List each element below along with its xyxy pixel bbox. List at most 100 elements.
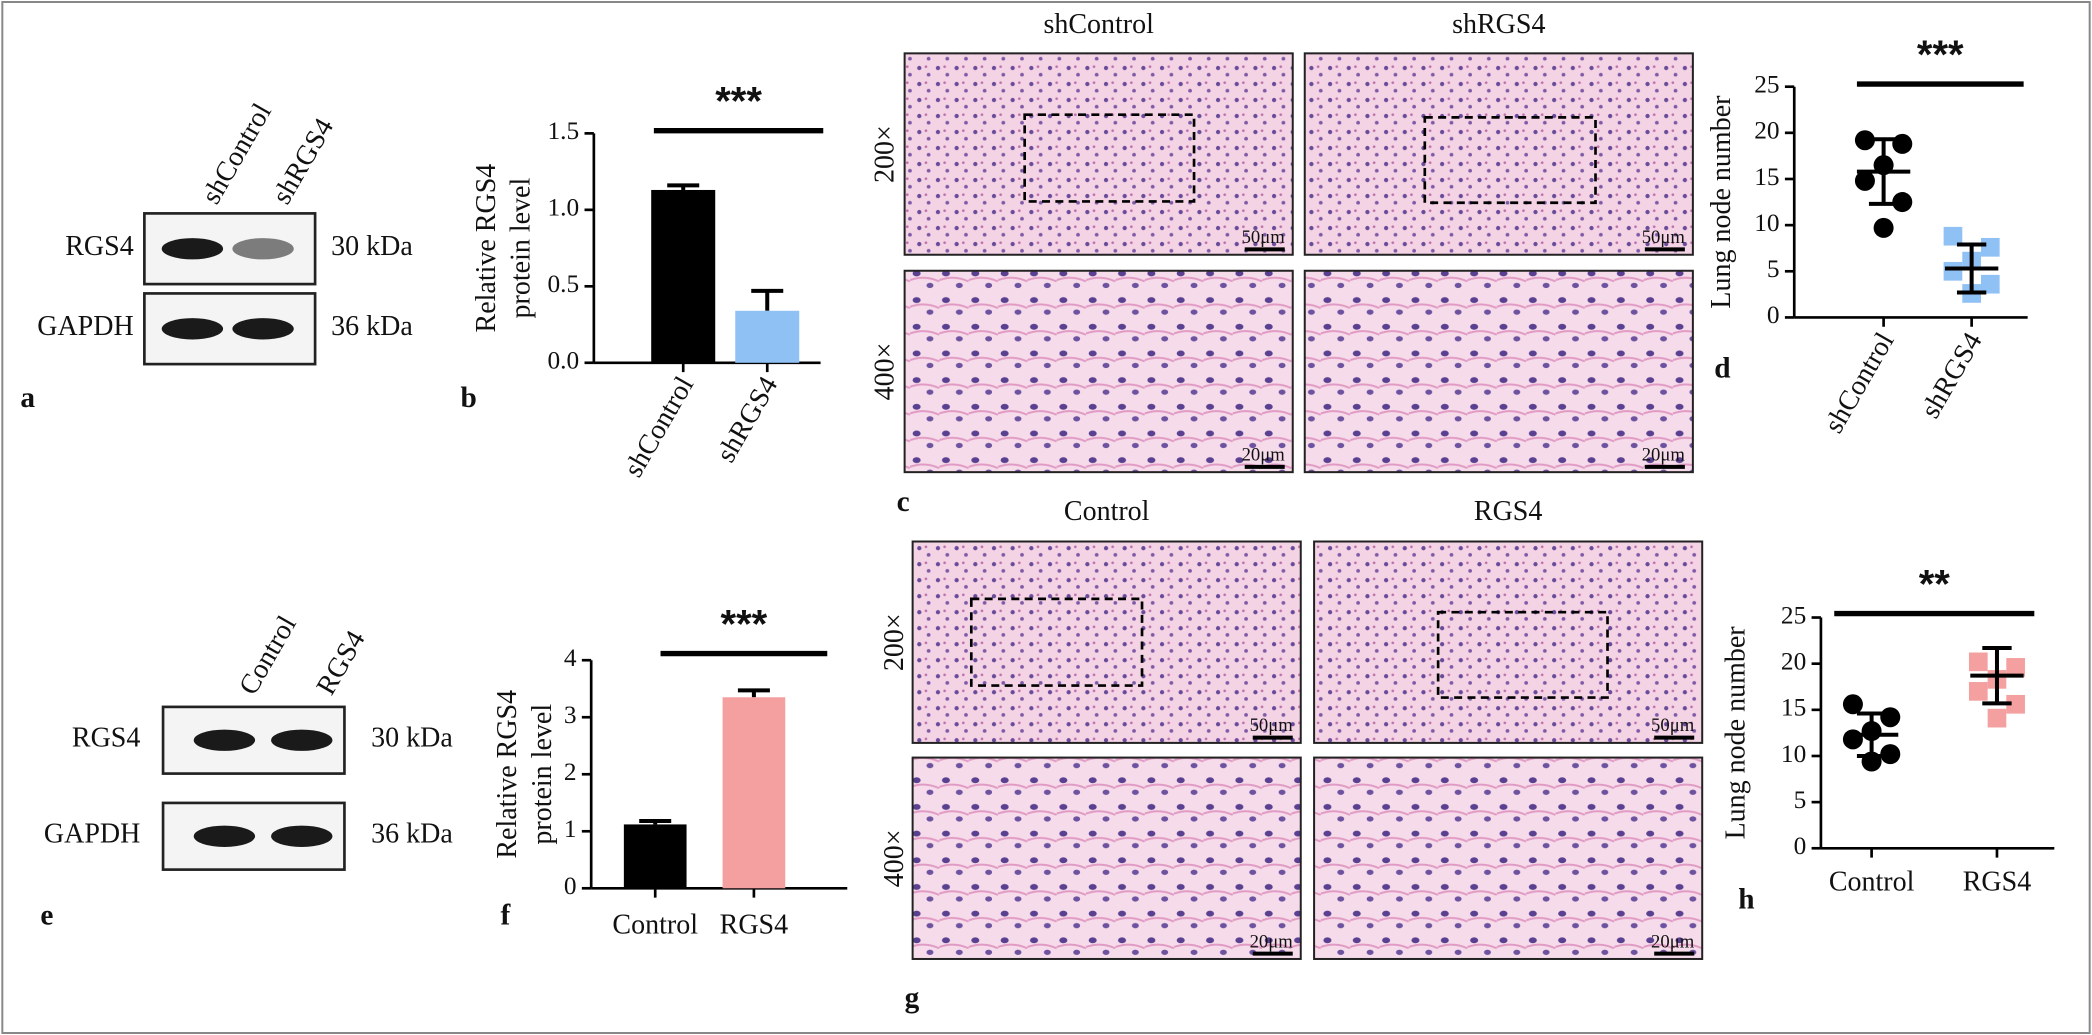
- blot-band: [232, 318, 294, 340]
- y-tick-label: 1.0: [548, 194, 580, 222]
- y-tick-label: 4: [564, 644, 577, 672]
- data-point: [1873, 217, 1894, 238]
- magnification-label: 200×: [870, 125, 901, 183]
- panel-letter: h: [1738, 883, 1754, 915]
- y-tick-label: 15: [1754, 163, 1779, 191]
- panel-letter: b: [460, 382, 476, 414]
- significance-label: **: [1919, 562, 1951, 606]
- histology-image: [911, 756, 1302, 960]
- panel-letter: c: [897, 486, 910, 518]
- y-tick-label: 20: [1781, 647, 1806, 675]
- blot-band: [193, 729, 256, 751]
- size-label: 30 kDa: [331, 231, 413, 262]
- data-point: [1980, 237, 2000, 257]
- scale-bar-label: 50μm: [1242, 227, 1286, 248]
- data-point: [1854, 170, 1875, 191]
- data-point: [1980, 274, 2000, 294]
- x-tick-label: shControl: [1818, 327, 1900, 438]
- column-title: Control: [1064, 496, 1150, 527]
- significance-label: ***: [715, 80, 762, 124]
- data-point: [1968, 652, 1988, 672]
- panel-letter: d: [1714, 353, 1730, 385]
- y-tick-label: 25: [1781, 601, 1806, 629]
- y-tick-label: 1.5: [548, 117, 580, 145]
- protein-label: GAPDH: [44, 819, 140, 850]
- y-tick-label: 0.5: [548, 270, 580, 298]
- data-point: [1892, 192, 1913, 213]
- y-axis-label: protein level: [506, 178, 537, 319]
- y-axis-label: Lung node number: [1721, 626, 1752, 840]
- histology-image: [903, 269, 1294, 474]
- scale-bar-label: 50μm: [1642, 227, 1686, 248]
- y-tick-label: 0: [1794, 832, 1807, 860]
- y-tick-label: 10: [1754, 209, 1779, 237]
- data-point: [2006, 694, 2025, 714]
- bar: [722, 697, 786, 889]
- scale-bar-label: 20μm: [1651, 931, 1695, 952]
- data-point: [1880, 707, 1901, 728]
- protein-label: GAPDH: [37, 311, 133, 342]
- data-point: [1987, 708, 2007, 728]
- blot-band: [232, 238, 294, 260]
- x-tick-label: Control: [1829, 867, 1915, 898]
- magnification-label: 400×: [879, 829, 910, 887]
- y-tick-label: 0.0: [548, 347, 580, 375]
- panel-letter: g: [905, 982, 920, 1014]
- data-point: [1943, 226, 1963, 246]
- x-tick-label: shRGS4: [711, 371, 785, 467]
- histology-image: [1313, 540, 1704, 744]
- y-tick-label: 15: [1781, 694, 1806, 722]
- column-title: shControl: [1043, 9, 1154, 40]
- size-label: 36 kDa: [331, 311, 413, 342]
- y-tick-label: 5: [1767, 255, 1780, 283]
- column-title: RGS4: [1474, 496, 1542, 527]
- y-tick-label: 25: [1754, 71, 1779, 99]
- data-point: [1842, 729, 1863, 750]
- data-point: [1880, 744, 1901, 765]
- panel-letter: e: [40, 899, 53, 931]
- magnification-label: 400×: [870, 343, 901, 401]
- significance-label: ***: [721, 602, 768, 646]
- histology-image: [1303, 269, 1694, 474]
- histology-image: [911, 540, 1302, 744]
- y-tick-label: 3: [564, 701, 577, 729]
- y-tick-label: 2: [564, 758, 577, 786]
- y-axis-label: Relative RGS4: [471, 164, 502, 333]
- zoom-box: [1423, 116, 1597, 205]
- y-axis-label: Lung node number: [1706, 95, 1737, 309]
- scale-bar-label: 50μm: [1250, 715, 1294, 736]
- data-point: [1943, 261, 1963, 281]
- x-tick-label: shControl: [618, 371, 700, 482]
- size-label: 36 kDa: [371, 819, 453, 850]
- histology-image: [1313, 756, 1704, 960]
- y-axis-label: protein level: [527, 704, 558, 845]
- column-title: shRGS4: [1452, 9, 1545, 40]
- blot-band: [271, 825, 333, 847]
- y-tick-label: 0: [1767, 301, 1780, 329]
- bar: [735, 310, 800, 363]
- scale-bar-label: 20μm: [1242, 444, 1286, 465]
- lane-label: shRGS4: [267, 113, 341, 209]
- blot-band: [161, 238, 224, 260]
- zoom-box: [1436, 610, 1609, 699]
- blot-band: [161, 318, 224, 340]
- y-tick-label: 5: [1794, 786, 1807, 814]
- blot-band: [271, 729, 333, 751]
- blot-band: [193, 825, 256, 847]
- y-tick-label: 20: [1754, 117, 1779, 145]
- lane-label: Control: [233, 610, 303, 700]
- data-point: [1842, 694, 1863, 715]
- data-point: [1854, 130, 1875, 151]
- scale-bar-label: 20μm: [1642, 444, 1686, 465]
- histology-image: [1303, 52, 1694, 256]
- x-tick-label: RGS4: [1963, 867, 2031, 898]
- y-axis-label: Relative RGS4: [492, 690, 523, 859]
- y-tick-label: 0: [564, 872, 577, 900]
- protein-label: RGS4: [72, 723, 140, 754]
- x-tick-label: Control: [612, 909, 698, 940]
- zoom-box: [1023, 113, 1196, 203]
- significance-label: ***: [1917, 33, 1964, 77]
- zoom-box: [969, 597, 1144, 687]
